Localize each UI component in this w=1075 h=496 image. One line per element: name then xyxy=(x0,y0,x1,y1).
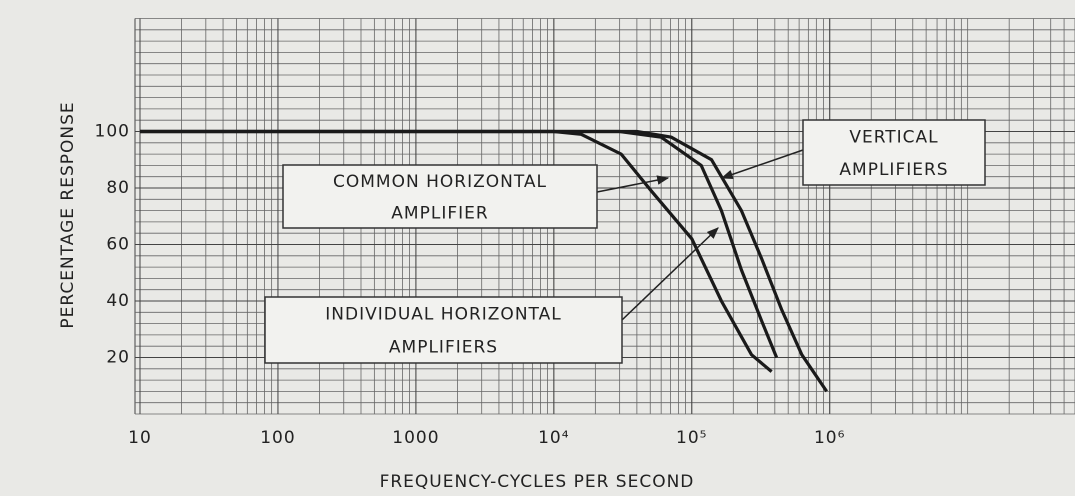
annotation-text: VERTICAL xyxy=(849,127,938,147)
annotation-text: AMPLIFIERS xyxy=(389,338,498,358)
annotations: COMMON HORIZONTAL AMPLIFIER VERTICAL AMPLIF… xyxy=(264,119,986,364)
y-tick-label: 40 xyxy=(106,291,130,311)
y-tick-label: 100 xyxy=(95,122,130,142)
annotation-box xyxy=(264,296,623,364)
x-tick-label: 10⁵ xyxy=(676,428,707,448)
annotation-box xyxy=(282,164,598,229)
annotation-arrow xyxy=(621,227,719,321)
curve xyxy=(140,129,829,393)
annotation-box xyxy=(802,119,986,186)
annotation-text: AMPLIFIERS xyxy=(839,160,948,180)
x-tick-label: 100 xyxy=(260,428,295,448)
annotation-arrow xyxy=(596,175,670,193)
y-tick-label: 20 xyxy=(106,348,130,368)
curves xyxy=(140,129,829,393)
annotation-text: AMPLIFIER xyxy=(391,203,488,223)
annotation-arrow xyxy=(720,149,804,180)
y-tick-label: 80 xyxy=(106,178,130,198)
y-tick-label: 60 xyxy=(106,235,130,255)
x-tick-label: 10 xyxy=(128,428,152,448)
y-axis-label: PERCENTAGE RESPONSE xyxy=(58,101,78,328)
x-axis-label: FREQUENCY-CYCLES PER SECOND xyxy=(380,472,695,492)
x-tick-label: 10⁶ xyxy=(814,428,845,448)
annotation-text: INDIVIDUAL HORIZONTAL xyxy=(325,305,561,325)
x-tick-label: 1000 xyxy=(392,428,439,448)
x-tick-label: 10⁴ xyxy=(538,428,569,448)
annotation-text: COMMON HORIZONTAL xyxy=(333,172,547,192)
